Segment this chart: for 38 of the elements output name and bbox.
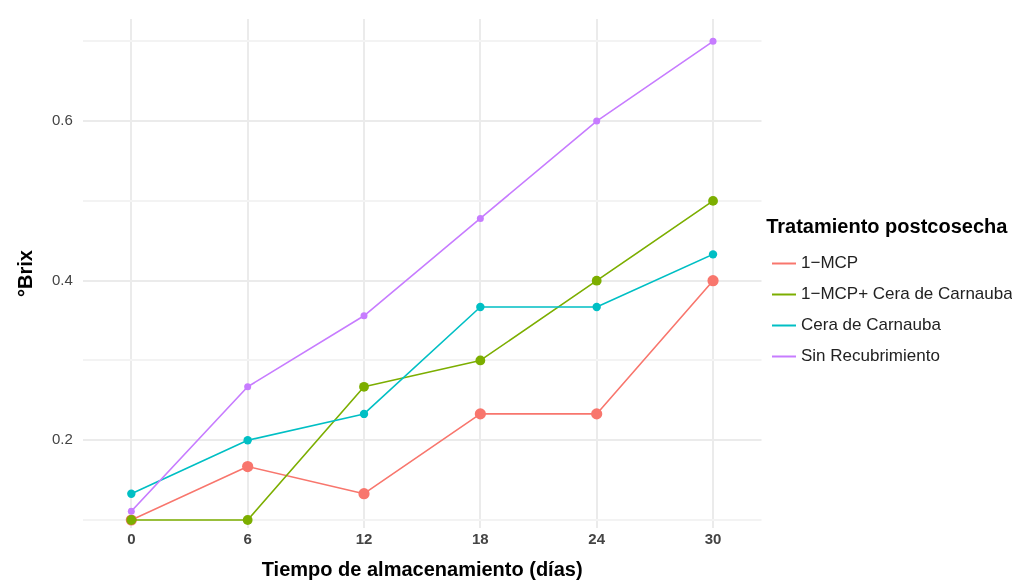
point	[359, 381, 369, 392]
x-tick-label: 30	[704, 530, 722, 548]
y-axis-title: °Brix	[13, 250, 36, 297]
point	[358, 488, 370, 500]
y-tick-label: 0.4	[51, 270, 73, 288]
x-axis-title: Tiempo de almacenamiento (días)	[261, 557, 583, 580]
point	[127, 489, 136, 498]
x-tick-label: 24	[588, 530, 606, 548]
point	[708, 250, 718, 259]
point	[707, 275, 719, 287]
point	[593, 117, 601, 125]
y-tick-label: 0.6	[51, 111, 73, 129]
point	[476, 302, 485, 312]
point	[476, 214, 484, 222]
legend-label: Sin Recubrimiento	[801, 346, 940, 366]
x-tick-label: 18	[472, 530, 489, 548]
point	[591, 408, 603, 420]
point	[708, 196, 718, 206]
point	[591, 275, 602, 286]
point	[709, 37, 717, 45]
x-tick-label: 6	[243, 530, 252, 548]
legend-title: Tratamiento postcosecha	[766, 214, 1009, 237]
point	[244, 383, 252, 391]
point	[242, 460, 254, 473]
point	[359, 409, 369, 419]
point	[474, 408, 486, 420]
legend-label: Cera de Carnauba	[801, 315, 942, 335]
x-tick-label: 0	[127, 530, 136, 548]
y-tick-label: 0.2	[51, 430, 73, 448]
point	[360, 312, 368, 320]
point	[242, 515, 253, 525]
legend-label: 1−MCP+ Cera de Carnauba	[801, 284, 1014, 304]
x-tick-label: 12	[355, 530, 373, 548]
point	[243, 436, 252, 445]
legend-label: 1−MCP	[801, 253, 859, 273]
point	[592, 302, 601, 312]
point	[475, 355, 486, 366]
point	[127, 507, 135, 515]
